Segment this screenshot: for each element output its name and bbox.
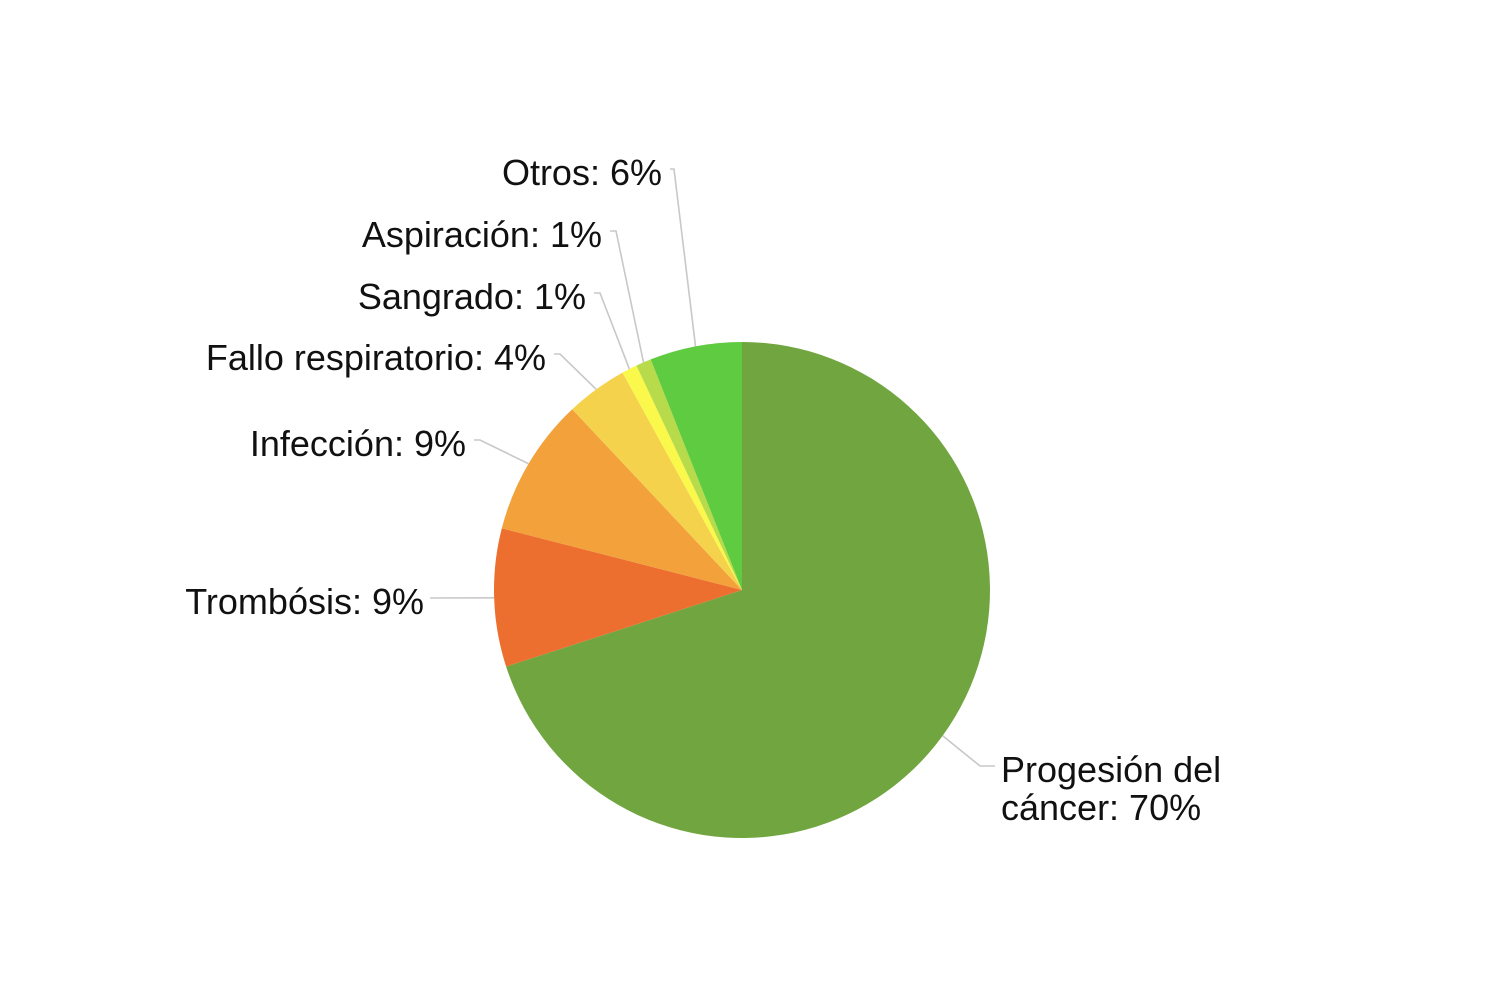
pie-slice-trombosis (493, 528, 742, 667)
leader-lines-layer (429, 168, 995, 767)
leader-line-otros (670, 168, 697, 347)
slice-label-line: Aspiración: 1% (362, 214, 602, 255)
labels-layer: Progesión del cáncer: 70% Trombósis: 9% Inf… (185, 152, 1221, 828)
slice-label-line: Infección: 9% (250, 423, 466, 464)
pie-slice-fallo-respiratorio (572, 372, 742, 590)
leader-line-infeccion (474, 439, 529, 465)
leader-line-fallo-respiratorio (554, 353, 597, 390)
slice-label-sangrado: Sangrado: 1% (358, 276, 586, 317)
slice-label-infeccion: Infección: 9% (250, 423, 466, 464)
slices-layer (493, 342, 991, 838)
pie-slice-sangrado (622, 365, 742, 590)
slice-label-line: cáncer: 70% (1001, 787, 1201, 828)
slice-label-line: Progesión del (1001, 749, 1221, 790)
pie-slice-progesion-del-cancer (506, 342, 991, 838)
slice-label-aspiracion: Aspiración: 1% (362, 214, 602, 255)
slice-label-trombosis: Trombósis: 9% (185, 581, 424, 622)
slice-label-fallo-respiratorio: Fallo respiratorio: 4% (206, 337, 546, 378)
slice-label-progesion-del-cancer: Progesión del cáncer: 70% (1001, 749, 1221, 828)
pie-slice-infeccion (501, 409, 742, 590)
slice-label-line: Sangrado: 1% (358, 276, 586, 317)
pie-slice-otros (650, 342, 742, 590)
slice-label-line: Fallo respiratorio: 4% (206, 337, 546, 378)
pie-slice-aspiracion (636, 359, 742, 590)
leader-line-progesion-del-cancer (942, 735, 995, 767)
slice-label-line: Trombósis: 9% (185, 581, 424, 622)
leader-line-aspiracion (610, 230, 645, 363)
slice-label-otros: Otros: 6% (502, 152, 662, 193)
slice-label-line: Otros: 6% (502, 152, 662, 193)
leader-line-sangrado (594, 292, 631, 370)
